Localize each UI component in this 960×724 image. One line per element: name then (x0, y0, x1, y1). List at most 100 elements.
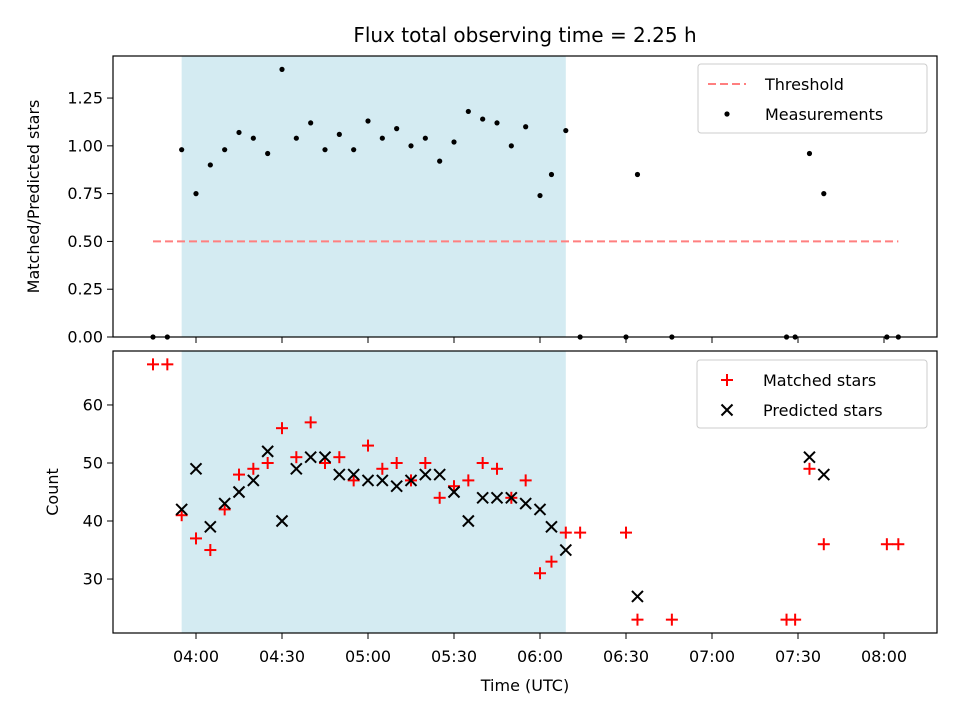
top-y-tick-label: 0.00 (67, 328, 103, 347)
matched-star-point (161, 358, 174, 371)
predicted-star-point (204, 520, 217, 534)
measurement-point (563, 127, 569, 134)
top-y-tick-label: 0.75 (67, 184, 103, 203)
matched-star-point (376, 462, 389, 475)
matched-star-point (175, 509, 188, 522)
measurement-point (537, 192, 543, 199)
bottom-plot-frame (112, 350, 938, 634)
x-tick-label: 04:00 (173, 647, 219, 666)
matched-star-point (319, 456, 331, 469)
measurement-point (279, 66, 285, 72)
bottom-y-tick-label: 40 (83, 512, 103, 531)
bottom-legend: Matched stars Predicted stars (696, 359, 928, 429)
measurement-point (207, 162, 213, 168)
matched-star-point (233, 468, 245, 481)
measurement-point (508, 143, 514, 149)
predicted-star-point (559, 543, 573, 557)
legend-measurements-swatch (724, 111, 730, 117)
predicted-star-point (631, 590, 644, 603)
measurement-point (806, 150, 813, 157)
measurement-point (821, 191, 827, 197)
predicted-star-point (175, 503, 188, 516)
matched-star-point (261, 456, 274, 469)
matched-star-point (476, 456, 489, 469)
measurement-point (365, 118, 371, 124)
predicted-star-point (462, 514, 475, 528)
matched-star-point (631, 613, 644, 626)
measurement-point (351, 147, 357, 153)
x-tick-label: 07:30 (775, 647, 821, 666)
matched-star-point (190, 532, 202, 545)
predicted-star-point (545, 520, 558, 534)
measurement-point (222, 147, 228, 153)
matched-star-point (817, 538, 830, 551)
measurement-point (179, 147, 185, 153)
top-y-tick-label: 0.50 (67, 232, 103, 251)
measurement-point (465, 108, 471, 115)
matched-star-point (892, 538, 905, 551)
measurement-point (523, 124, 529, 130)
matched-star-point (290, 451, 303, 464)
predicted-star-point (390, 479, 403, 493)
bottom-y-tick-label: 50 (83, 453, 103, 472)
legend-threshold-label: Threshold (764, 75, 844, 94)
predicted-star-point (275, 514, 289, 528)
predicted-star-point (347, 468, 360, 481)
x-tick-label: 06:30 (603, 647, 649, 666)
x-tick-label: 05:00 (345, 647, 391, 666)
matched-star-point (276, 422, 288, 435)
x-tick-label: 04:30 (259, 647, 305, 666)
matched-star-point (218, 503, 231, 516)
matched-star-point (304, 416, 317, 429)
measurement-point (494, 120, 500, 126)
matched-star-point (534, 567, 546, 580)
measurement-point (548, 171, 555, 178)
measurement-point (308, 120, 314, 126)
matched-star-point (462, 474, 475, 487)
matched-star-point (574, 526, 587, 539)
measurement-point (293, 135, 299, 141)
matched-star-point (559, 526, 572, 539)
measurement-point (634, 171, 641, 178)
measurement-point (236, 129, 242, 136)
matched-star-point (545, 555, 558, 568)
matched-star-point (448, 480, 460, 493)
measurement-point (265, 150, 271, 157)
matched-star-point (880, 538, 893, 551)
top-plot-frame (112, 55, 938, 338)
predicted-star-point (361, 474, 375, 487)
matched-star-point (347, 474, 360, 487)
predicted-star-point (419, 468, 432, 481)
matched-star-point (419, 456, 432, 469)
matched-star-point (333, 451, 346, 464)
top-y-tick-label: 0.25 (67, 280, 103, 299)
measurement-point (422, 135, 428, 141)
predicted-star-point (318, 450, 332, 464)
legend-measurements-label: Measurements (765, 105, 883, 124)
matched-star-point (362, 439, 374, 452)
legend-predicted-label: Predicted stars (763, 401, 883, 420)
x-axis-label: Time (UTC) (480, 676, 569, 695)
predicted-star-point (376, 474, 389, 487)
predicted-star-point (290, 462, 303, 475)
matched-star-point (204, 544, 217, 557)
top-panel: 0.00 0.25 0.50 0.75 1.00 1.25 Matched/Predict… (24, 55, 938, 347)
measurement-point (322, 147, 328, 153)
measurement-point (193, 191, 199, 197)
legend-matched-swatch (721, 374, 733, 386)
predicted-star-point (476, 491, 489, 505)
x-tick-label: 05:30 (431, 647, 477, 666)
predicted-star-point (404, 474, 418, 487)
matched-star-point (491, 462, 503, 475)
matched-star-point (519, 474, 532, 487)
predicted-star-point (505, 491, 518, 505)
matched-star-point (247, 462, 260, 475)
legend-matched-label: Matched stars (763, 371, 876, 390)
matched-star-point (433, 491, 446, 504)
matched-star-point (147, 358, 159, 371)
matched-star-point (620, 526, 632, 539)
predicted-star-point (333, 468, 346, 481)
measurement-point (451, 139, 457, 145)
measurement-point (379, 135, 385, 141)
